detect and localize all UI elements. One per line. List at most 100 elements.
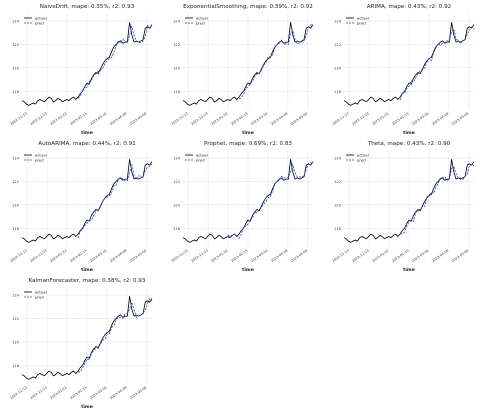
series-actual-line [182, 159, 314, 243]
y-tick-label: 122 [12, 43, 19, 47]
x-tick-label: 2023-02-15 [69, 249, 87, 264]
y-tick-label: 120 [334, 66, 342, 70]
legend-actual-label: actual [196, 152, 208, 157]
legend-pred-label: pred [196, 157, 205, 162]
x-tick-label: 2023-03-16 [89, 249, 107, 264]
y-tick-label: 118 [12, 364, 20, 368]
y-tick-label: 120 [173, 203, 181, 207]
x-tick-label: 2022-12-23 [29, 249, 47, 264]
series-actual-line [21, 22, 153, 106]
chart-title: KalmanForecaster, mape: 0.38%, r2: 0.93 [29, 278, 146, 284]
legend-actual-label: actual [35, 289, 47, 294]
chart-panel: KalmanForecaster, mape: 0.38%, r2: 0.93 1… [9, 278, 153, 410]
x-axis-label: time [242, 130, 254, 136]
chart-title: ExponentialSmoothing, mape: 0.39%, r2: 0… [183, 4, 313, 10]
series-actual-line [343, 22, 475, 106]
series-actual-line [182, 22, 314, 106]
x-tick-label: 2023-03-16 [89, 386, 107, 401]
legend-actual-label: actual [196, 15, 208, 20]
x-axis-label: time [81, 130, 93, 136]
x-tick-label: 2023-05-08 [451, 249, 469, 264]
x-tick-label: 2022-11-13 [9, 249, 27, 264]
y-tick-label: 118 [334, 227, 342, 231]
legend-pred-label: pred [35, 157, 44, 162]
legend-actual-label: actual [35, 15, 47, 20]
x-tick-label: 2023-02-15 [230, 249, 248, 264]
chart-panel: AutoARIMA, mape: 0.44%, r2: 0.91 118 120 12… [9, 141, 153, 273]
y-tick-label: 124 [334, 157, 342, 161]
y-tick-label: 118 [12, 90, 20, 94]
x-tick-label: 2023-05-08 [129, 249, 147, 264]
x-tick-label: 2023-02-15 [230, 112, 248, 127]
chart-panel: NaiveDrift, mape: 0.35%, r2: 0.93 118 120 1… [9, 4, 153, 136]
y-tick-label: 120 [12, 203, 20, 207]
x-tick-label: 2023-04-09 [270, 112, 288, 127]
x-tick-label: 2022-11-13 [9, 386, 27, 401]
x-tick-label: 2023-03-16 [411, 112, 429, 127]
y-tick-label: 122 [334, 180, 341, 184]
legend-pred-label: pred [35, 294, 44, 299]
y-tick-label: 120 [334, 203, 342, 207]
y-tick-label: 118 [173, 227, 181, 231]
x-tick-label: 2023-03-16 [89, 112, 107, 127]
x-tick-label: 2022-11-13 [331, 112, 349, 127]
y-tick-label: 122 [173, 180, 180, 184]
x-tick-label: 2023-05-08 [451, 112, 469, 127]
x-tick-label: 2022-12-23 [190, 249, 208, 264]
x-tick-label: 2023-05-08 [290, 249, 308, 264]
y-tick-label: 124 [173, 157, 181, 161]
y-tick-label: 124 [12, 157, 20, 161]
x-tick-label: 2023-03-16 [411, 249, 429, 264]
x-tick-label: 2022-11-13 [170, 112, 188, 127]
x-tick-label: 2023-05-08 [129, 112, 147, 127]
x-tick-label: 2023-04-09 [109, 386, 127, 401]
chart-panel: ExponentialSmoothing, mape: 0.39%, r2: 0… [170, 4, 314, 136]
y-tick-label: 118 [334, 90, 342, 94]
x-tick-label: 2022-11-13 [9, 112, 27, 127]
chart-title: Prophet, mape: 0.69%, r2: 0.83 [204, 141, 292, 147]
x-tick-label: 2022-12-23 [29, 386, 47, 401]
y-tick-label: 122 [334, 43, 341, 47]
legend-pred-label: pred [357, 157, 366, 162]
series-pred-line [238, 24, 314, 100]
x-tick-label: 2023-01-22 [49, 249, 67, 264]
x-tick-label: 2023-01-22 [371, 112, 389, 127]
x-tick-label: 2023-01-22 [49, 112, 67, 127]
chart-panel: Prophet, mape: 0.69%, r2: 0.83 118 120 122 1… [170, 141, 314, 273]
x-tick-label: 2023-01-22 [210, 249, 228, 264]
x-tick-label: 2023-02-15 [391, 112, 409, 127]
legend-pred-label: pred [196, 20, 205, 25]
x-tick-label: 2023-04-09 [431, 249, 449, 264]
y-tick-label: 122 [173, 43, 180, 47]
x-tick-label: 2022-12-23 [29, 112, 47, 127]
y-tick-label: 118 [173, 90, 181, 94]
x-tick-label: 2022-12-23 [351, 112, 369, 127]
chart-title: Theta, mape: 0.43%, r2: 0.90 [367, 141, 451, 147]
series-pred-line [77, 297, 153, 373]
x-tick-label: 2023-03-16 [250, 112, 268, 127]
y-tick-label: 120 [173, 66, 181, 70]
legend-pred-label: pred [357, 20, 366, 25]
x-tick-label: 2023-02-15 [69, 386, 87, 401]
x-axis-label: time [403, 130, 415, 136]
x-tick-label: 2022-11-13 [170, 249, 188, 264]
series-actual-line [21, 296, 153, 380]
x-axis-label: time [81, 404, 93, 410]
y-tick-label: 124 [12, 294, 20, 298]
x-tick-label: 2023-01-22 [210, 112, 228, 127]
y-tick-label: 122 [12, 317, 19, 321]
series-pred-line [77, 163, 153, 239]
chart-title: AutoARIMA, mape: 0.44%, r2: 0.91 [38, 141, 136, 147]
series-actual-line [343, 159, 475, 243]
legend-pred-label: pred [35, 20, 44, 25]
chart-title: NaiveDrift, mape: 0.35%, r2: 0.93 [40, 4, 135, 10]
series-pred-line [399, 26, 475, 101]
legend-actual-label: actual [35, 152, 47, 157]
